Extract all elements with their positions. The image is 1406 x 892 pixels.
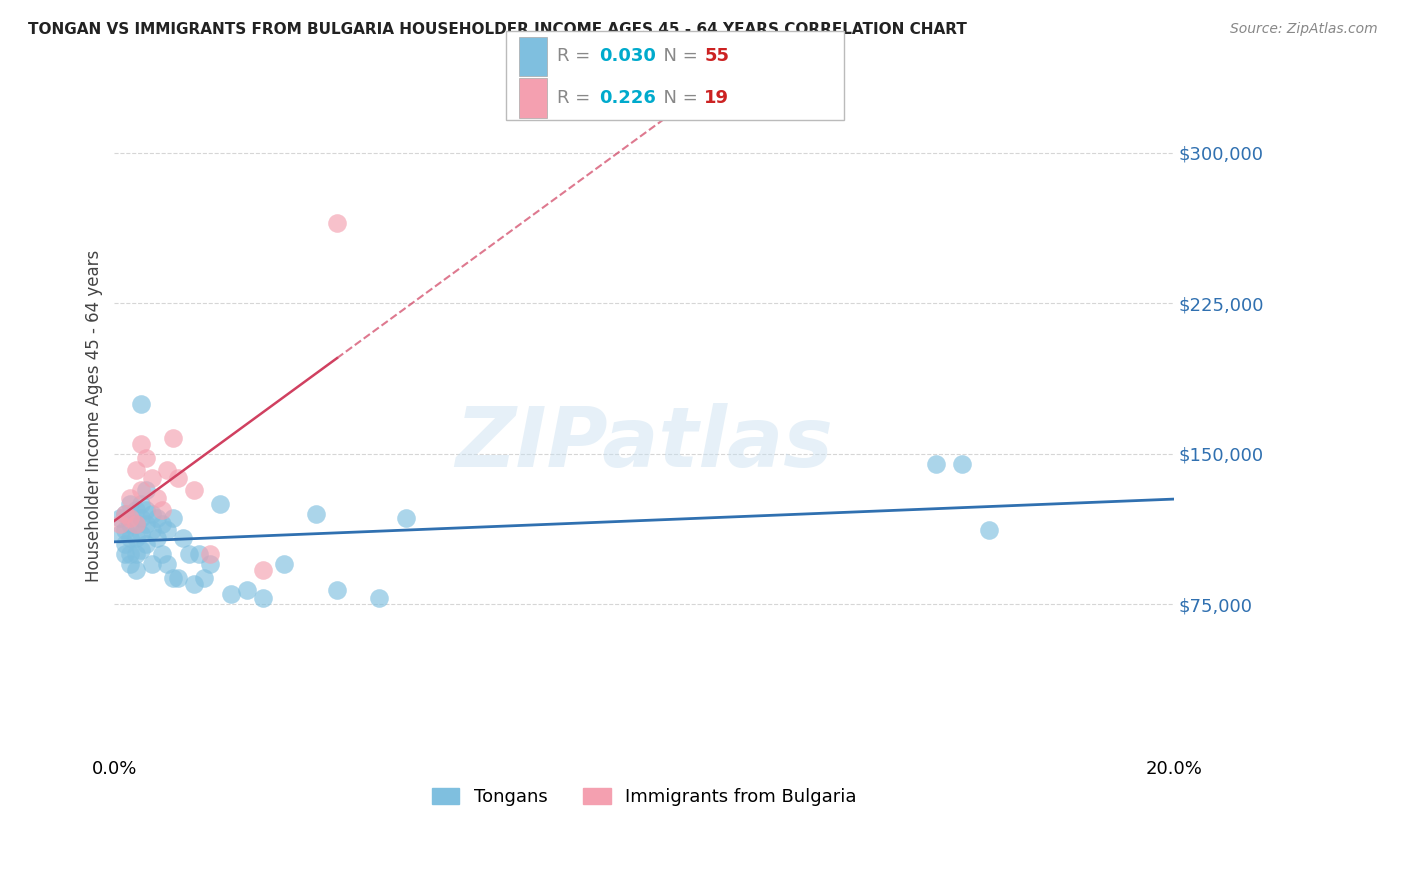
- Text: TONGAN VS IMMIGRANTS FROM BULGARIA HOUSEHOLDER INCOME AGES 45 - 64 YEARS CORRELA: TONGAN VS IMMIGRANTS FROM BULGARIA HOUSE…: [28, 22, 967, 37]
- Point: [146, 511, 169, 525]
- Point: [135, 450, 157, 465]
- Point: [236, 583, 259, 598]
- Point: [193, 571, 215, 585]
- Point: [135, 503, 157, 517]
- Point: [124, 531, 146, 545]
- Point: [129, 511, 152, 525]
- Point: [950, 457, 973, 471]
- Point: [188, 547, 211, 561]
- Point: [252, 563, 274, 577]
- Y-axis label: Householder Income Ages 45 - 64 years: Householder Income Ages 45 - 64 years: [86, 250, 103, 582]
- Point: [183, 483, 205, 497]
- Point: [114, 547, 136, 561]
- Point: [172, 531, 194, 545]
- Point: [124, 563, 146, 577]
- Point: [167, 471, 190, 485]
- Point: [135, 483, 157, 497]
- Point: [135, 537, 157, 551]
- Point: [129, 437, 152, 451]
- Point: [198, 558, 221, 572]
- Point: [198, 547, 221, 561]
- Point: [146, 531, 169, 545]
- Point: [150, 517, 173, 532]
- Point: [326, 216, 349, 230]
- Point: [129, 483, 152, 497]
- Text: Source: ZipAtlas.com: Source: ZipAtlas.com: [1230, 22, 1378, 37]
- Text: R =: R =: [557, 47, 596, 65]
- Point: [120, 511, 142, 525]
- Point: [120, 558, 142, 572]
- Point: [141, 507, 163, 521]
- Point: [114, 507, 136, 521]
- Point: [977, 523, 1000, 537]
- Point: [129, 396, 152, 410]
- Point: [108, 511, 131, 525]
- Point: [108, 517, 131, 532]
- Point: [141, 471, 163, 485]
- Point: [162, 571, 184, 585]
- Text: 19: 19: [704, 89, 730, 107]
- Point: [395, 511, 418, 525]
- Point: [177, 547, 200, 561]
- Point: [124, 463, 146, 477]
- Point: [141, 523, 163, 537]
- Point: [150, 547, 173, 561]
- Point: [167, 571, 190, 585]
- Point: [135, 517, 157, 532]
- Point: [156, 558, 179, 572]
- Text: ZIPatlas: ZIPatlas: [456, 403, 834, 483]
- Point: [209, 497, 232, 511]
- Point: [146, 491, 169, 505]
- Point: [326, 583, 349, 598]
- Point: [252, 591, 274, 606]
- Point: [141, 558, 163, 572]
- Point: [124, 517, 146, 532]
- Text: 0.030: 0.030: [599, 47, 655, 65]
- Text: N =: N =: [652, 47, 704, 65]
- Point: [129, 527, 152, 541]
- Text: N =: N =: [652, 89, 704, 107]
- Point: [108, 527, 131, 541]
- Text: R =: R =: [557, 89, 596, 107]
- Point: [219, 587, 242, 601]
- Point: [150, 503, 173, 517]
- Point: [114, 507, 136, 521]
- Point: [124, 517, 146, 532]
- Point: [305, 507, 328, 521]
- Point: [924, 457, 946, 471]
- Point: [273, 558, 295, 572]
- Point: [120, 547, 142, 561]
- Point: [368, 591, 391, 606]
- Point: [129, 497, 152, 511]
- Point: [114, 523, 136, 537]
- Point: [124, 503, 146, 517]
- Point: [124, 547, 146, 561]
- Point: [114, 537, 136, 551]
- Text: 55: 55: [704, 47, 730, 65]
- Point: [129, 543, 152, 558]
- Point: [120, 531, 142, 545]
- Legend: Tongans, Immigrants from Bulgaria: Tongans, Immigrants from Bulgaria: [425, 780, 863, 814]
- Point: [120, 497, 142, 511]
- Point: [156, 523, 179, 537]
- Point: [120, 517, 142, 532]
- Point: [183, 577, 205, 591]
- Point: [162, 431, 184, 445]
- Point: [156, 463, 179, 477]
- Point: [120, 491, 142, 505]
- Point: [162, 511, 184, 525]
- Text: 0.226: 0.226: [599, 89, 655, 107]
